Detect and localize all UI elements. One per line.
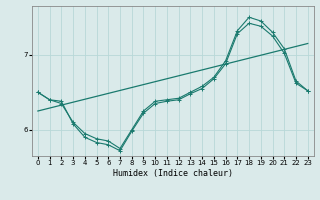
X-axis label: Humidex (Indice chaleur): Humidex (Indice chaleur) [113,169,233,178]
